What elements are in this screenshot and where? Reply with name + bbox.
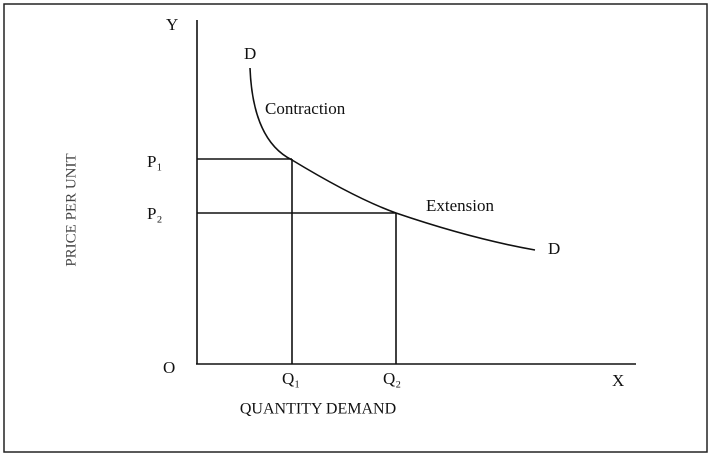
price-label: P₂ — [147, 204, 162, 223]
x-title: QUANTITY DEMAND — [240, 401, 396, 418]
curve-label: D — [244, 44, 256, 63]
price-label: P₁ — [147, 152, 162, 171]
origin-label: O — [163, 358, 175, 377]
y-label: Y — [166, 15, 178, 34]
demand-curve — [249, 67, 536, 251]
annotation: Extension — [426, 196, 494, 215]
y-title: PRICE PER UNIT — [63, 153, 79, 266]
annotation: Contraction — [265, 99, 346, 118]
frame — [3, 3, 708, 453]
quantity-label: Q₁ — [282, 369, 300, 388]
x-label: X — [612, 371, 624, 390]
quantity-label: Q₂ — [383, 369, 401, 388]
curve-label: D — [548, 239, 560, 258]
